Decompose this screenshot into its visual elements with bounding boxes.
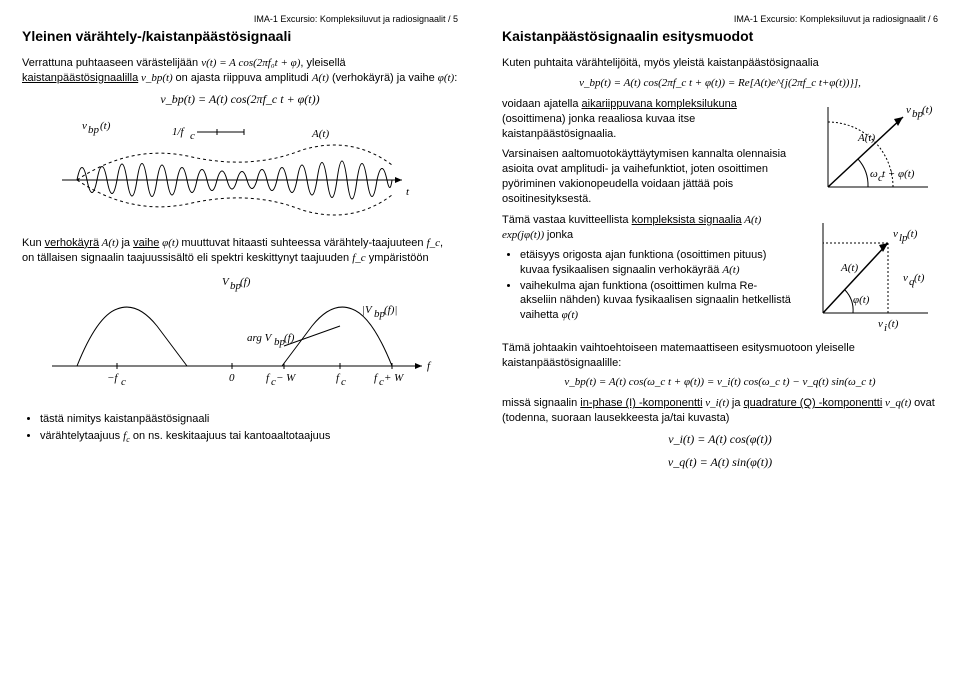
svg-text:v: v: [893, 228, 898, 240]
block-complex-signal: Tämä vastaa kuvitteellista kompleksista …: [502, 213, 938, 341]
svg-text:v: v: [906, 104, 911, 116]
svg-text:A(t): A(t): [840, 262, 858, 274]
svg-text:bp: bp: [88, 124, 100, 136]
page-left: IMA-1 Excursio: Kompleksiluvut ja radios…: [0, 0, 480, 674]
label-vbp: v: [82, 120, 87, 132]
para-iq: missä signaalin in-phase (I) -komponentt…: [502, 396, 938, 426]
svg-text:v: v: [878, 318, 883, 330]
equation-vi: v_i(t) = A(t) cos(φ(t)): [502, 432, 938, 447]
label-At: A(t): [311, 128, 329, 140]
svg-text:t + φ(t): t + φ(t): [882, 168, 915, 180]
svg-text:ω: ω: [870, 168, 878, 180]
svg-text:φ(t): φ(t): [853, 294, 870, 306]
svg-text:−f: −f: [107, 372, 119, 384]
svg-text:c: c: [121, 376, 126, 388]
svg-text:A(t): A(t): [857, 132, 875, 144]
figure-waveform: v bp (t) 1/f c A(t) t: [22, 115, 458, 228]
para-alt-form: Tämä johtaakin vaihtoehtoiseen matemaatt…: [502, 341, 938, 371]
svg-text:− W: − W: [276, 372, 296, 384]
running-head-right: IMA-1 Excursio: Kompleksiluvut ja radios…: [502, 14, 938, 24]
svg-text:f: f: [427, 360, 432, 372]
svg-text:|V: |V: [362, 304, 373, 316]
para-right-1: Kuten puhtaita värähtelijöitä, myös ylei…: [502, 56, 938, 71]
svg-text:arg V: arg V: [247, 332, 273, 344]
svg-text:(t): (t): [100, 120, 111, 132]
svg-text:(f)|: (f)|: [384, 304, 397, 316]
bullet-angle: vaihekulma ajan funktiona (osoittimen ku…: [520, 279, 793, 322]
svg-text:V: V: [222, 276, 230, 288]
bullet-naming: tästä nimitys kaistanpäästösignaali: [40, 412, 458, 426]
figure-spectrum: V bp (f) f arg V bp (f) |V bp (f)| −f c …: [22, 271, 458, 404]
bullets-left: tästä nimitys kaistanpäästösignaali värä…: [40, 412, 458, 445]
svg-text:t: t: [406, 186, 410, 198]
title-left: Yleinen värähtely-/kaistanpäästösignaali: [22, 28, 458, 44]
svg-text:0: 0: [229, 372, 235, 384]
svg-text:(t): (t): [922, 104, 933, 116]
title-right: Kaistanpäästösignaalin esitysmuodot: [502, 28, 938, 44]
bullets-right: etäisyys origosta ajan funktiona (osoitt…: [520, 248, 793, 321]
figure-phasor-1: vbp(t) A(t) ωct + φ(t): [808, 97, 938, 207]
page-right: IMA-1 Excursio: Kompleksiluvut ja radios…: [480, 0, 960, 674]
svg-text:+ W: + W: [384, 372, 404, 384]
equation-right-1: v_bp(t) = A(t) cos(2πf_c t + φ(t)) = Re[…: [502, 77, 938, 89]
bullet-fc: värähtelytaajuus fc on ns. keskitaajuus …: [40, 429, 458, 446]
svg-text:i: i: [884, 322, 887, 334]
svg-text:(f): (f): [240, 276, 251, 288]
svg-text:(t): (t): [888, 318, 899, 330]
label-1fc: 1/f: [172, 126, 186, 138]
svg-text:(f): (f): [284, 332, 295, 344]
para-envelope: Kun verhokäyrä A(t) ja vaihe φ(t) muuttu…: [22, 236, 458, 266]
svg-text:(t): (t): [907, 228, 918, 240]
equation-right-2: v_bp(t) = A(t) cos(ω_c t + φ(t)) = v_i(t…: [502, 376, 938, 388]
block-phasor-1: voidaan ajatella aikariippuvana kompleks…: [502, 97, 938, 213]
equation-vbp: v_bp(t) = A(t) cos(2πf_c t + φ(t)): [22, 92, 458, 107]
svg-text:v: v: [903, 272, 908, 284]
svg-text:(t): (t): [914, 272, 925, 284]
para-intro: Verrattuna puhtaaseen värästelijään v(t)…: [22, 56, 458, 86]
figure-phasor-2: vlp(t) A(t) vq(t) φ(t) vi(t): [803, 213, 938, 338]
bullet-distance: etäisyys origosta ajan funktiona (osoitt…: [520, 248, 793, 277]
svg-text:c: c: [341, 376, 346, 388]
svg-text:c: c: [190, 130, 195, 142]
equation-vq: v_q(t) = A(t) sin(φ(t)): [502, 455, 938, 470]
running-head-left: IMA-1 Excursio: Kompleksiluvut ja radios…: [22, 14, 458, 24]
